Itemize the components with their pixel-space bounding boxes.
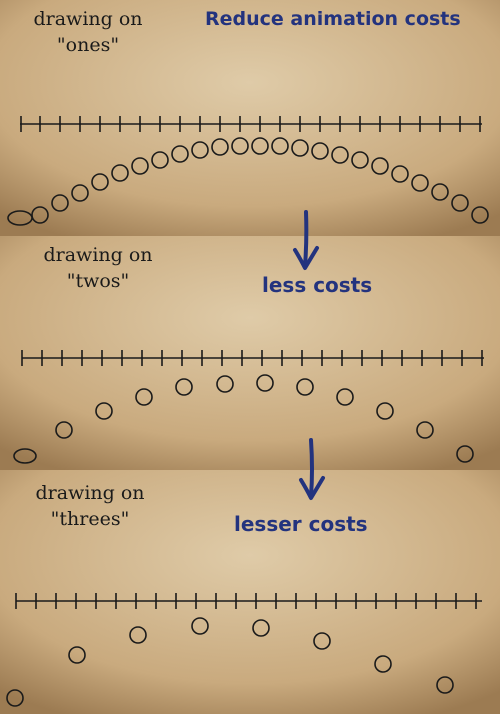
label-line1: drawing on [35,482,145,504]
label-line2: "ones" [56,34,120,56]
panel-threes-art [0,470,500,714]
panel-threes-label: drawing on "threes" [20,480,160,532]
panel-ones: drawing on "ones" Reduce animation costs [0,0,500,236]
down-arrow-icon [293,210,319,270]
caption-less-costs: less costs [262,273,373,297]
panel-twos-art [0,236,500,470]
paper-background [0,470,500,714]
panel-ones-art [0,0,500,236]
timeline-ticks [20,116,481,132]
label-line1: drawing on [43,244,153,266]
label-line1: drawing on [33,8,143,30]
ball-frames [6,617,454,707]
panel-ones-label: drawing on "ones" [18,6,158,58]
panel-twos-label: drawing on "twos" [28,242,168,294]
timeline-ticks [15,593,477,609]
panel-twos: drawing on "twos" less costs [0,236,500,470]
ball-frames [7,137,489,226]
paper-background [0,0,500,236]
panel-threes: drawing on "threes" lesser costs [0,470,500,714]
page-title: Reduce animation costs [205,8,461,30]
down-arrow-icon [299,438,325,500]
label-line2: "twos" [66,270,130,292]
caption-lesser-costs: lesser costs [234,512,368,536]
ball-frames [13,374,474,464]
label-line2: "threes" [50,508,130,530]
timeline-ticks [21,350,483,366]
